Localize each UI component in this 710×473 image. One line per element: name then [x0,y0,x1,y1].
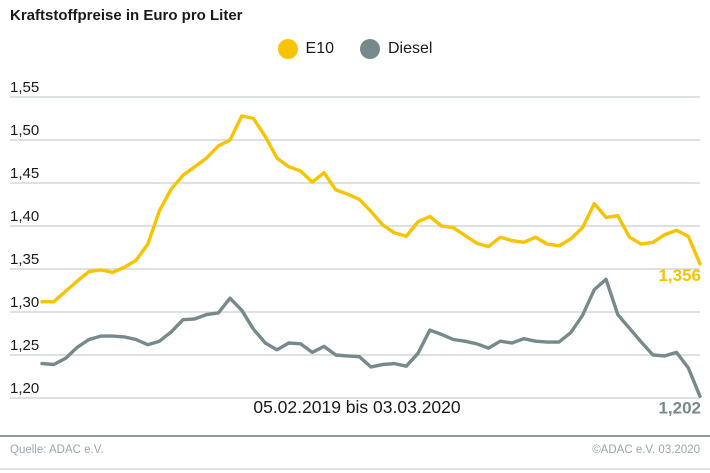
legend-item-e10: E10 [277,39,334,59]
y-tick-label: 1,25 [10,337,39,354]
y-tick-label: 1,30 [10,294,39,311]
x-range-label: 05.02.2019 bis 03.03.2020 [253,397,461,417]
diesel-legend-dot-icon [360,39,380,59]
y-tick-label: 1,20 [10,380,39,397]
chart-legend: E10 Diesel [0,39,710,59]
diesel-end-value-label: 1,202 [658,398,701,417]
y-tick-label: 1,45 [10,165,39,182]
footer-copyright-text: ©ADAC e.V. 03.2020 [592,444,700,456]
diesel-line [40,277,702,398]
diesel-legend-label: Diesel [388,40,433,57]
legend-item-diesel: Diesel [360,39,432,59]
y-tick-label: 1,50 [10,122,39,139]
footer-source-text: Quelle: ADAC e.V. [10,444,104,456]
e10-line [40,114,702,304]
footer-divider [0,435,710,437]
e10-end-value-label: 1,356 [658,266,701,285]
footer-bottom-line [0,468,710,470]
e10-legend-label: E10 [305,40,334,57]
y-tick-label: 1,35 [10,251,39,268]
e10-legend-dot-icon [277,39,298,59]
page-title: Kraftstoffpreise in Euro pro Liter [10,7,243,24]
y-tick-label: 1,40 [10,208,39,225]
y-tick-label: 1,55 [10,79,39,96]
